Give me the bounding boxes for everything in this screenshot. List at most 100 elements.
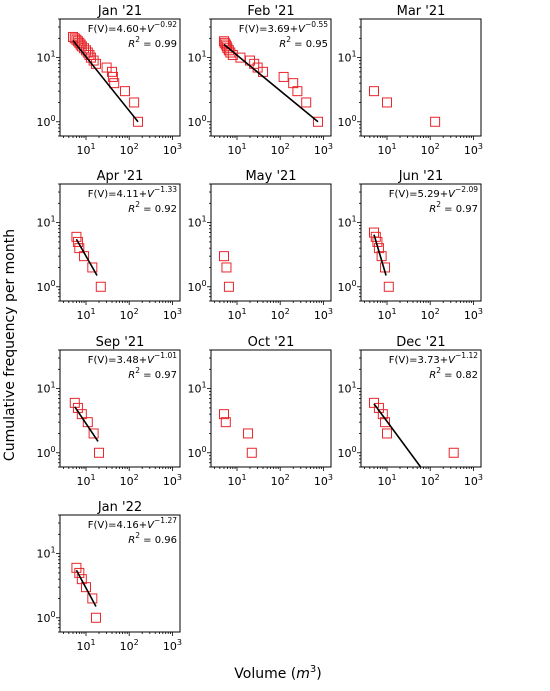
x-tick-label-base: 10 (314, 475, 328, 488)
panel-title: Dec '21 (396, 335, 445, 350)
y-tick-label-base: 10 (337, 116, 351, 129)
x-tick-label-base: 10 (163, 309, 177, 322)
x-tick-label-base: 10 (76, 640, 90, 653)
y-tick-label-base: 10 (187, 447, 201, 460)
y-tick-label-exp: 0 (201, 445, 206, 454)
panel-title: Sep '21 (96, 335, 145, 350)
x-tick-label-base: 10 (163, 144, 177, 157)
y-tick-label: 100 (337, 445, 356, 460)
data-layer (219, 36, 323, 127)
data-point (71, 562, 82, 573)
r-squared-exp: 2 (135, 531, 140, 540)
x-tick-label-exp: 3 (177, 307, 182, 316)
data-point (81, 582, 92, 593)
y-tick-label: 101 (187, 381, 206, 396)
x-tick-label-base: 10 (271, 144, 285, 157)
data-point (219, 409, 230, 420)
data-layer (68, 31, 144, 127)
y-tick-label: 101 (36, 546, 55, 561)
x-tick-label-exp: 2 (435, 142, 440, 151)
r-squared-symbol: R (128, 204, 135, 215)
r-squared: R2 = 0.96 (128, 531, 177, 546)
x-tick-label-exp: 1 (241, 142, 246, 151)
y-tick-label-base: 10 (36, 383, 50, 396)
data-point (223, 281, 234, 292)
panel-title: Jan '21 (97, 4, 142, 19)
fit-equation-exponent: −1.01 (154, 351, 177, 360)
x-tick-label: 101 (227, 142, 246, 157)
x-tick-label: 101 (377, 307, 396, 322)
plot-frame (360, 18, 482, 137)
x-tick-label-base: 10 (421, 475, 435, 488)
x-tick-label-base: 10 (76, 475, 90, 488)
plot-frame (360, 349, 482, 468)
x-tick-label: 101 (76, 142, 95, 157)
y-tick-label: 101 (337, 215, 356, 230)
y-axis-label: Cumulative frequency per month (2, 229, 18, 461)
fit-equation-prefix: F(V)=5.29+ (389, 189, 448, 200)
fit-equation-exponent: −0.92 (154, 20, 177, 29)
data-point (109, 78, 120, 89)
data-point (220, 417, 231, 428)
x-tick-label: 103 (163, 638, 182, 653)
x-tick-label-exp: 2 (285, 307, 290, 316)
y-tick-label-base: 10 (36, 116, 50, 129)
y-tick-label-base: 10 (36, 281, 50, 294)
x-tick-label-exp: 3 (478, 307, 483, 316)
data-point (71, 231, 82, 242)
x-tick-label: 103 (163, 473, 182, 488)
data-point (221, 41, 232, 52)
fit-equation-base: V (147, 189, 155, 200)
data-layer (71, 231, 106, 292)
x-tick-label-base: 10 (120, 144, 134, 157)
x-tick-label-exp: 3 (478, 142, 483, 151)
r-squared: R2 = 0.97 (128, 366, 177, 381)
y-tick-label-base: 10 (187, 217, 201, 230)
y-tick-label-exp: 0 (351, 279, 356, 288)
data-point (107, 66, 118, 77)
data-point (88, 428, 99, 439)
x-tick-label-exp: 1 (90, 307, 95, 316)
fit-equation: F(V)=4.11+V−1.33 (88, 185, 177, 200)
data-point (87, 593, 98, 604)
x-tick-label: 103 (163, 307, 182, 322)
data-point (382, 428, 393, 439)
x-tick-label-base: 10 (464, 475, 478, 488)
x-tick-label-exp: 3 (177, 473, 182, 482)
x-tick-label: 102 (271, 142, 290, 157)
x-tick-label: 103 (464, 142, 483, 157)
y-tick-label: 101 (36, 215, 55, 230)
fit-equation-exponent: −2.09 (455, 185, 478, 194)
x-tick-label-exp: 2 (285, 142, 290, 151)
data-layer (369, 227, 394, 292)
r-squared-value: = 0.82 (441, 370, 478, 381)
y-tick-label-exp: 0 (201, 114, 206, 123)
data-point (292, 86, 303, 97)
data-point (369, 86, 380, 97)
x-axis-label-main: Volume ( (234, 666, 296, 682)
data-point (69, 397, 80, 408)
y-tick-label: 100 (36, 114, 55, 129)
data-point (94, 447, 105, 458)
x-tick-label-base: 10 (271, 475, 285, 488)
x-tick-label: 103 (314, 307, 333, 322)
r-squared-exp: 2 (436, 200, 441, 209)
y-tick-label-exp: 0 (50, 114, 55, 123)
x-tick-label: 103 (314, 142, 333, 157)
panel-title: Mar '21 (397, 4, 446, 19)
x-tick-label: 102 (271, 473, 290, 488)
x-tick-label-exp: 1 (391, 307, 396, 316)
y-tick-label-exp: 1 (351, 215, 356, 224)
x-tick-label-base: 10 (76, 309, 90, 322)
fit-equation-base: V (147, 520, 155, 531)
x-tick-label-base: 10 (271, 309, 285, 322)
fit-equation: F(V)=4.60+V−0.92 (88, 20, 177, 35)
panel-title: Jan '22 (97, 500, 142, 515)
x-tick-label-base: 10 (421, 144, 435, 157)
y-tick-label: 101 (337, 381, 356, 396)
